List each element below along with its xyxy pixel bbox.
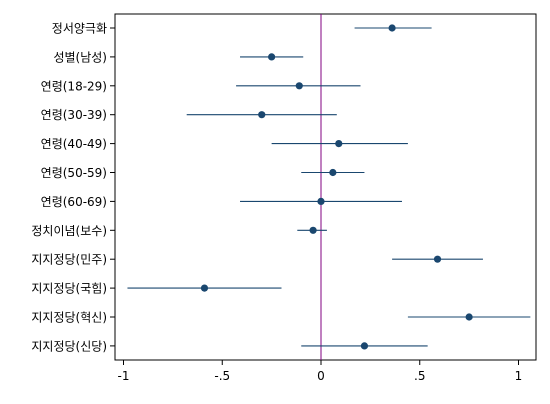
estimate-point — [360, 342, 369, 350]
estimate-point — [465, 313, 473, 321]
y-tick-label: 지지정당(민주) — [31, 253, 107, 267]
y-tick-label: 성별(남성) — [53, 50, 107, 64]
x-tick-label: 1 — [515, 369, 523, 383]
y-tick-label: 연령(60-69) — [41, 195, 107, 209]
estimate-point — [309, 226, 317, 234]
y-tick-label: 연령(18-29) — [41, 79, 107, 93]
estimate-point — [258, 111, 266, 119]
y-tick-label: 정치이념(보수) — [31, 224, 107, 238]
y-tick-label: 지지정당(혁신) — [31, 311, 107, 325]
estimate-point — [433, 255, 442, 263]
x-tick-label: -1 — [118, 369, 130, 383]
y-tick-label: 지지정당(국힘) — [31, 282, 107, 296]
estimate-point — [335, 140, 343, 148]
x-tick-label: .5 — [414, 369, 425, 383]
y-tick-label: 정서양극화 — [52, 22, 107, 36]
x-tick-label: 0 — [317, 369, 325, 383]
estimate-point — [295, 82, 303, 90]
estimate-point — [200, 284, 209, 292]
y-tick-label: 지지정당(신당) — [31, 339, 107, 353]
y-tick-label: 연령(30-39) — [41, 108, 107, 122]
estimate-point — [329, 168, 337, 177]
estimate-point — [317, 197, 325, 205]
y-tick-label: 연령(40-49) — [41, 137, 107, 151]
estimate-point — [388, 24, 396, 32]
y-tick-label: 연령(50-59) — [41, 166, 107, 180]
estimate-point — [268, 53, 276, 61]
plot-frame — [114, 13, 537, 361]
x-tick-label: -.5 — [214, 369, 230, 383]
